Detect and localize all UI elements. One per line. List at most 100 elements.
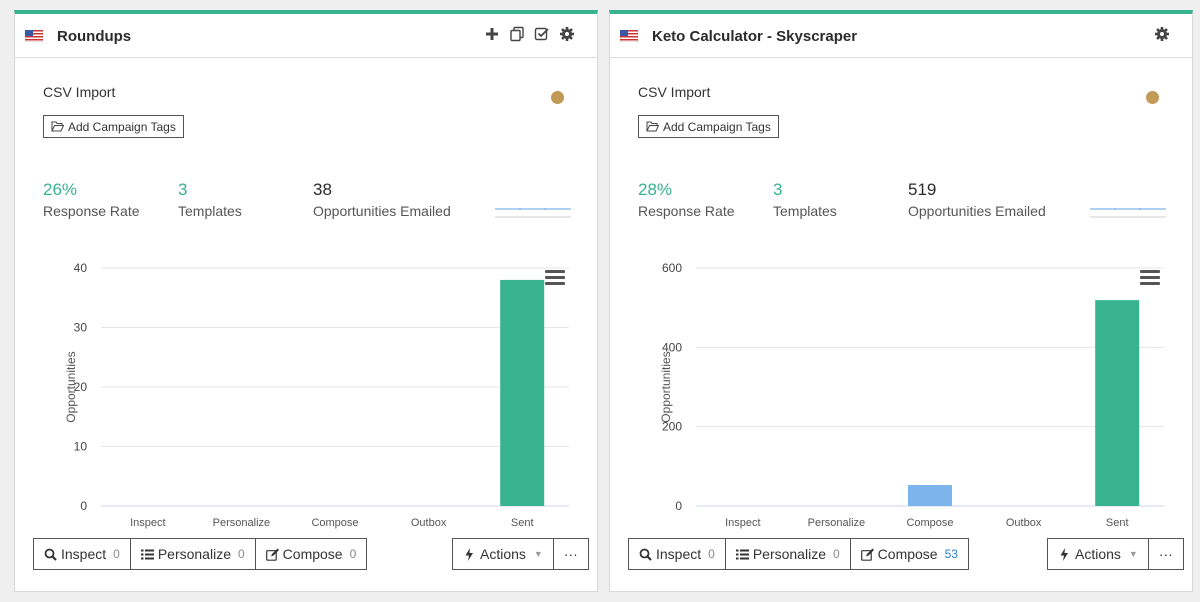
sparkline [1090, 208, 1166, 218]
personalize-button[interactable]: Personalize 0 [726, 539, 851, 569]
stat-opportunities: 38 Opportunities Emailed [313, 180, 451, 219]
inspect-button[interactable]: Inspect 0 [34, 539, 131, 569]
compose-button[interactable]: Compose 53 [851, 539, 968, 569]
campaign-card-roundups: Roundups CSV Import Add Campaign Tags 26… [14, 10, 598, 592]
opportunities-label: Opportunities Emailed [313, 203, 451, 219]
stat-response-rate: 28% Response Rate [638, 180, 735, 219]
personalize-count: 0 [832, 547, 840, 561]
stat-templates: 3 Templates [773, 180, 837, 219]
templates-label: Templates [178, 203, 242, 219]
compose-label: Compose [877, 546, 938, 562]
add-campaign-tags-button[interactable]: Add Campaign Tags [638, 115, 779, 138]
plus-icon[interactable] [484, 26, 500, 42]
status-indicator [1146, 91, 1159, 104]
x-tick-label: Sent [511, 517, 534, 529]
actions-dropdown-button[interactable]: Actions ▼ [453, 539, 554, 569]
stat-templates: 3 Templates [178, 180, 242, 219]
opportunities-value: 38 [313, 180, 332, 199]
actions-label: Actions [1075, 546, 1121, 562]
card-title[interactable]: Keto Calculator - Skyscraper [652, 28, 858, 45]
chart-menu-icon[interactable] [545, 270, 565, 285]
compose-button[interactable]: Compose 0 [256, 539, 367, 569]
actions-label: Actions [480, 546, 526, 562]
inspect-label: Inspect [656, 546, 702, 562]
templates-value: 3 [178, 180, 188, 199]
zoom-icon [44, 548, 57, 561]
response-rate-value: 28% [638, 180, 673, 199]
add-campaign-tags-label: Add Campaign Tags [68, 119, 176, 134]
actions-dropdown-button[interactable]: Actions ▼ [1048, 539, 1149, 569]
inspect-button[interactable]: Inspect 0 [629, 539, 726, 569]
gear-icon[interactable] [1154, 26, 1170, 42]
response-rate-label: Response Rate [43, 203, 140, 219]
y-tick-label: 0 [80, 499, 87, 513]
add-campaign-tags-button[interactable]: Add Campaign Tags [43, 115, 184, 138]
sparkline [495, 208, 571, 218]
inspect-label: Inspect [61, 546, 107, 562]
opportunities-chart: 0 10 20 30 40 Opportunities Inspect Personalize… [64, 261, 569, 529]
campaign-card-keto-calculator: Keto Calculator - Skyscraper CSV Import … [609, 10, 1193, 592]
caret-down-icon: ▼ [533, 549, 543, 559]
y-tick-label: 0 [675, 499, 682, 513]
menu-line [545, 270, 565, 273]
x-tick-label: Inspect [130, 517, 165, 529]
more-options-button[interactable]: ··· [554, 539, 588, 569]
more-options-label: ··· [563, 546, 578, 562]
card-header-actions [484, 26, 575, 42]
us-flag-icon [25, 30, 43, 42]
folder-open-icon [51, 121, 64, 132]
compose-label: Compose [282, 546, 343, 562]
bar-compose [908, 484, 952, 506]
gear-icon[interactable] [559, 26, 575, 42]
y-tick-label: 20 [74, 380, 88, 394]
card-header: Keto Calculator - Skyscraper [610, 14, 1192, 58]
copy-icon[interactable] [509, 26, 525, 42]
bar-sent [1095, 300, 1140, 506]
y-tick-label: 30 [74, 321, 88, 335]
list-icon [735, 549, 749, 559]
card-title[interactable]: Roundups [57, 28, 132, 45]
x-tick-label: Personalize [808, 517, 865, 529]
more-options-button[interactable]: ··· [1149, 539, 1183, 569]
menu-line [545, 282, 565, 285]
y-tick-label: 10 [74, 440, 88, 454]
check-square-icon[interactable] [534, 26, 550, 42]
edit-icon [265, 548, 279, 561]
x-tick-label: Outbox [1006, 517, 1042, 529]
personalize-button[interactable]: Personalize 0 [131, 539, 256, 569]
y-tick-label: 600 [662, 261, 682, 275]
workflow-button-group: Inspect 0 Personalize 0 Compose 53 [628, 538, 969, 570]
bolt-icon [1060, 547, 1068, 561]
x-tick-label: Compose [311, 517, 358, 529]
personalize-label: Personalize [157, 546, 231, 562]
response-rate-label: Response Rate [638, 203, 735, 219]
inspect-count: 0 [113, 547, 120, 561]
compose-count: 53 [944, 547, 958, 561]
add-campaign-tags-label: Add Campaign Tags [663, 119, 771, 134]
card-header: Roundups [15, 14, 597, 58]
actions-button-group: Actions ▼ ··· [452, 538, 589, 570]
more-options-label: ··· [1158, 546, 1173, 562]
caret-down-icon: ▼ [1128, 549, 1138, 559]
campaign-source: CSV Import [638, 84, 711, 100]
menu-line [1140, 276, 1160, 279]
y-axis-label: Opportunities [64, 351, 78, 422]
bolt-icon [465, 547, 473, 561]
stat-opportunities: 519 Opportunities Emailed [908, 180, 1046, 219]
chart-menu-icon[interactable] [1140, 270, 1160, 285]
inspect-count: 0 [708, 547, 715, 561]
templates-label: Templates [773, 203, 837, 219]
folder-open-icon [646, 121, 659, 132]
opportunities-value: 519 [908, 180, 937, 199]
y-tick-label: 40 [74, 261, 88, 275]
menu-line [1140, 270, 1160, 273]
opportunities-label: Opportunities Emailed [908, 203, 1046, 219]
zoom-icon [639, 548, 652, 561]
x-tick-label: Sent [1106, 517, 1129, 529]
campaign-source: CSV Import [43, 84, 116, 100]
x-tick-label: Outbox [411, 517, 447, 529]
menu-line [545, 276, 565, 279]
x-tick-label: Inspect [725, 517, 760, 529]
list-icon [140, 549, 154, 559]
personalize-label: Personalize [752, 546, 826, 562]
